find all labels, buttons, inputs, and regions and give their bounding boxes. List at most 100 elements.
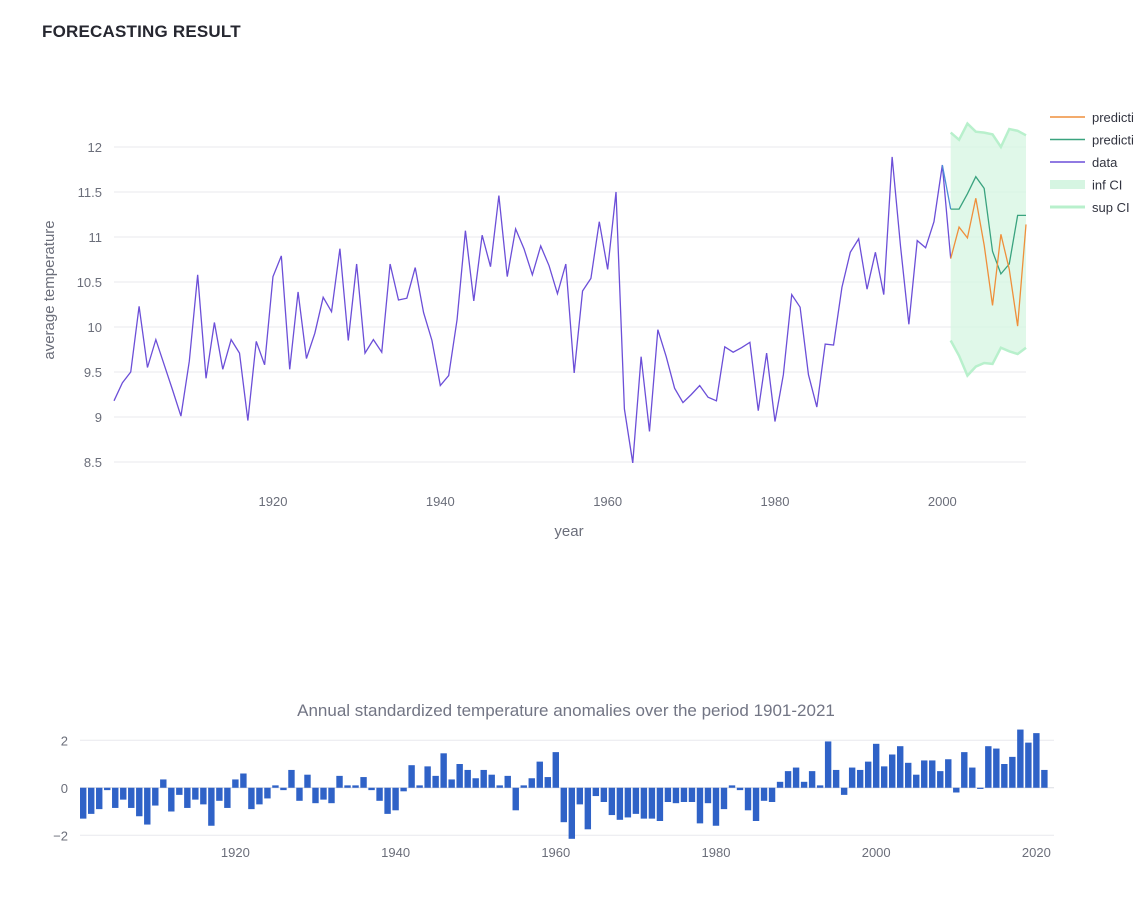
anomaly-bar <box>921 760 928 788</box>
anomaly-bar <box>632 787 640 814</box>
anomaly-bar <box>360 777 367 788</box>
anomaly-bar <box>112 787 119 808</box>
legend-item[interactable]: predicti <box>1050 110 1134 125</box>
anomaly-bar <box>712 787 720 826</box>
anomaly-bar <box>376 787 383 801</box>
anomaly-bar <box>336 775 343 788</box>
anomaly-bar <box>264 787 271 799</box>
anomaly-bar <box>408 765 415 788</box>
forecast-series-lines <box>113 156 1027 463</box>
page-title: FORECASTING RESULT <box>42 22 241 41</box>
legend-label: predicti <box>1092 110 1134 125</box>
inf-ci-line <box>949 339 1027 378</box>
anomaly-bar <box>352 785 359 788</box>
anomaly-bar <box>752 787 760 821</box>
anomaly-bar <box>977 787 984 789</box>
anomaly-bar <box>456 764 463 788</box>
legend-item[interactable]: data <box>1050 155 1118 170</box>
anomaly-bar <box>480 769 487 788</box>
anomaly-bar <box>320 787 327 800</box>
anomaly-bar <box>184 787 191 808</box>
anomaly-bar <box>208 787 215 826</box>
x-tick-label: 1940 <box>426 494 455 509</box>
anomaly-bar <box>961 752 968 788</box>
anomaly-bar <box>864 761 872 788</box>
anomaly-bar <box>824 741 832 788</box>
anomaly-bar <box>216 787 223 801</box>
anomaly-bar <box>680 787 688 802</box>
anomaly-bar <box>584 787 592 830</box>
prediction-series-line-2 <box>950 175 1026 276</box>
anomaly-bar <box>496 785 503 788</box>
anomaly-bar <box>520 785 527 788</box>
anomaly-bar <box>368 787 375 791</box>
x-tick-label: 2000 <box>862 845 891 860</box>
x-tick-label: 1920 <box>259 494 288 509</box>
anomaly-bar <box>913 774 920 788</box>
anomaly-bar <box>784 771 792 788</box>
x-axis-label: year <box>554 523 583 540</box>
legend-item[interactable]: inf CI <box>1050 178 1122 193</box>
anomaly-bar <box>344 785 351 788</box>
anomaly-bar <box>1041 769 1048 788</box>
anomaly-bar <box>544 777 551 788</box>
anomaly-bar <box>128 787 135 808</box>
anomaly-bar <box>488 774 495 788</box>
legend-label: inf CI <box>1092 178 1122 193</box>
anomaly-bar <box>1017 729 1024 788</box>
anomaly-bar <box>704 787 712 804</box>
forecast-legend[interactable]: predicti predicti data inf CI sup CI <box>1050 110 1134 215</box>
anomaly-bar <box>256 787 263 805</box>
anomaly-bar <box>120 787 127 800</box>
legend-item[interactable]: predicti <box>1050 133 1134 148</box>
anomaly-bar <box>464 769 471 788</box>
y-tick-label: 2 <box>61 733 68 748</box>
anomaly-bar <box>768 787 776 802</box>
anomaly-bar <box>640 787 648 819</box>
anomaly-bar <box>440 753 447 788</box>
anomaly-bar <box>608 787 616 816</box>
anomaly-bar <box>929 760 936 788</box>
anomaly-bar <box>536 761 543 788</box>
anomaly-bar <box>945 759 952 788</box>
anomaly-bar <box>720 787 728 810</box>
anomaly-bar <box>136 787 143 817</box>
anomaly-bar <box>568 787 576 839</box>
anomaly-bar <box>953 787 960 793</box>
anomaly-bar <box>776 781 784 788</box>
anomaly-bar <box>392 787 399 811</box>
anomaly-bar <box>760 787 768 801</box>
anomaly-bar <box>985 746 992 788</box>
anomaly-bar <box>696 787 704 824</box>
anomaly-bar <box>312 787 319 804</box>
anomaly-bar <box>840 787 848 795</box>
anomaly-bar <box>792 767 800 788</box>
anomaly-bar <box>168 787 175 812</box>
x-tick-label: 1920 <box>221 845 250 860</box>
x-tick-label: 2020 <box>1022 845 1051 860</box>
anomaly-bar <box>993 748 1000 788</box>
y-tick-label: 12 <box>88 140 102 155</box>
anomaly-bar <box>688 787 696 802</box>
anomaly-bar <box>1025 742 1032 788</box>
anomaly-bar <box>400 787 407 792</box>
legend-item[interactable]: sup CI <box>1050 200 1130 215</box>
y-tick-label: 8.5 <box>84 455 102 470</box>
anomaly-bar <box>104 787 111 791</box>
anomaly-bar <box>200 787 207 805</box>
y-axis-label: average temperature <box>41 220 58 359</box>
y-tick-label: 10 <box>88 320 102 335</box>
anomaly-bar <box>816 785 824 788</box>
anomaly-bar <box>880 766 888 788</box>
anomaly-bar <box>744 787 752 811</box>
anomaly-bar <box>192 787 199 800</box>
sup-ci-line <box>949 121 1027 150</box>
anomaly-bar <box>280 787 287 791</box>
anomaly-bar <box>288 769 295 788</box>
anomaly-bar <box>448 779 455 788</box>
y-tick-label: 11.5 <box>78 185 102 200</box>
anomaly-bar <box>648 787 656 819</box>
ci-band <box>950 123 1026 376</box>
anomaly-bar <box>897 746 904 788</box>
anomaly-bar <box>616 787 624 820</box>
